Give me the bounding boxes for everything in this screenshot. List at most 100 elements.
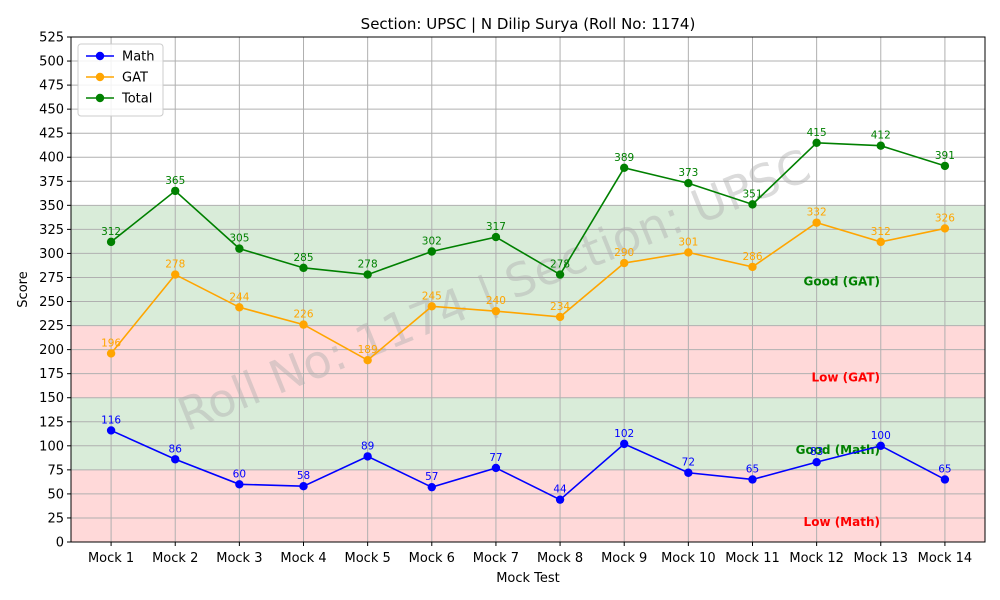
total-point-5 <box>363 270 372 279</box>
total-point-12 <box>812 138 821 148</box>
gat-point-11 <box>748 262 757 272</box>
x-tick-label-7: Mock 8 <box>537 551 583 566</box>
gat-point-6 <box>427 302 436 311</box>
total-point-6 <box>427 247 436 256</box>
band-label-0: Low (Math) <box>804 515 880 529</box>
x-tick-label-2: Mock 3 <box>216 551 262 566</box>
gat-data-label-3: 244 <box>229 291 249 303</box>
math-line <box>110 429 946 501</box>
gat-point-13 <box>876 237 885 247</box>
total-data-label-11: 351 <box>742 188 762 200</box>
plot-frame <box>70 36 986 543</box>
gat-data-label-12: 332 <box>807 207 827 219</box>
x-tick-label-10: Mock 11 <box>725 551 780 566</box>
math-data-label-7: 77 <box>489 452 502 464</box>
x-tick-label-12: Mock 13 <box>854 551 909 566</box>
y-tick-label-8: 200 <box>39 343 64 358</box>
total-line <box>110 141 946 276</box>
y-tick-label-12: 300 <box>39 247 64 262</box>
x-tick-label-11: Mock 12 <box>789 551 844 566</box>
y-tick-label-20: 500 <box>39 55 64 70</box>
y-tick-label-0: 0 <box>56 536 64 551</box>
y-axis-title: Score <box>16 271 31 307</box>
legend-math-marker <box>95 51 105 61</box>
total-data-label-9: 389 <box>614 152 634 164</box>
math-data-label-14: 65 <box>938 463 951 475</box>
gat-data-label-8: 234 <box>550 301 570 313</box>
math-point-5 <box>363 452 372 461</box>
gat-point-14 <box>940 224 950 233</box>
y-tick-label-9: 225 <box>39 319 64 334</box>
y-tick-label-18: 450 <box>39 103 64 118</box>
total-point-8 <box>555 270 565 279</box>
legend-gat-label: GAT <box>122 71 148 86</box>
chart-title: Section: UPSC | N Dilip Surya (Roll No: … <box>361 15 696 33</box>
math-data-label-5: 89 <box>361 440 374 452</box>
math-data-label-6: 57 <box>425 471 438 483</box>
gat-data-label-2: 278 <box>165 259 185 271</box>
gat-point-12 <box>812 218 821 227</box>
gat-point-1 <box>106 349 116 358</box>
math-point-13 <box>876 441 885 451</box>
total-data-label-10: 373 <box>678 167 698 179</box>
math-data-label-8: 44 <box>553 484 567 496</box>
total-data-label-12: 415 <box>807 127 827 139</box>
gat-point-8 <box>555 312 565 322</box>
legend-total-label: Total <box>121 92 152 107</box>
total-point-11 <box>748 200 757 209</box>
total-data-label-8: 278 <box>550 259 570 271</box>
band-0 <box>71 469 985 542</box>
y-tick-label-6: 150 <box>39 391 64 406</box>
gat-point-4 <box>299 320 308 329</box>
gat-point-7 <box>491 306 501 316</box>
math-point-6 <box>427 482 436 492</box>
gat-data-label-9: 290 <box>614 247 634 259</box>
math-point-11 <box>748 475 757 484</box>
y-tick-label-15: 375 <box>39 175 64 190</box>
band-2 <box>71 325 985 398</box>
gat-point-2 <box>171 270 180 279</box>
y-tick-label-11: 275 <box>39 271 64 286</box>
x-tick-label-1: Mock 2 <box>152 551 198 566</box>
band-label-3: Good (GAT) <box>804 274 880 288</box>
math-point-7 <box>491 463 501 473</box>
gat-data-label-14: 326 <box>935 212 955 224</box>
math-point-12 <box>812 457 821 467</box>
y-tick-label-2: 50 <box>47 487 64 502</box>
gat-point-5 <box>363 356 372 365</box>
total-data-label-1: 312 <box>101 226 121 238</box>
x-tick-label-6: Mock 7 <box>473 551 519 566</box>
math-data-label-11: 65 <box>746 463 759 475</box>
y-tick-label-17: 425 <box>39 127 64 142</box>
legend: Math GAT Total <box>77 43 164 117</box>
legend-math-label: Math <box>122 50 155 65</box>
math-data-label-4: 58 <box>297 470 310 482</box>
legend-gat-marker <box>95 72 105 82</box>
x-tick-label-0: Mock 1 <box>88 551 134 566</box>
math-data-label-2: 86 <box>169 443 183 455</box>
math-point-3 <box>235 480 244 489</box>
x-tick-label-9: Mock 10 <box>661 551 716 566</box>
math-data-label-9: 102 <box>614 428 634 440</box>
gat-line <box>110 221 946 362</box>
total-point-4 <box>299 263 308 273</box>
total-point-13 <box>876 141 885 150</box>
data-labels: 116 86 60 58 89 57 77 44 102 72 65 83 100 65 196 278 244… <box>101 127 955 496</box>
math-point-14 <box>940 475 950 484</box>
total-point-14 <box>940 161 950 171</box>
band-label-2: Low (GAT) <box>811 371 880 385</box>
x-tick-label-4: Mock 5 <box>345 551 391 566</box>
math-point-9 <box>620 439 629 449</box>
y-tick-label-16: 400 <box>39 151 64 166</box>
gat-data-label-11: 286 <box>742 251 762 263</box>
x-tick-label-3: Mock 4 <box>280 551 326 566</box>
x-tick-label-8: Mock 9 <box>601 551 647 566</box>
math-point-1 <box>106 426 116 435</box>
y-tick-label-1: 25 <box>47 511 64 526</box>
gat-data-label-10: 301 <box>678 236 698 248</box>
math-data-label-3: 60 <box>233 468 246 480</box>
gat-data-label-6: 245 <box>422 290 442 302</box>
legend-total-marker <box>95 93 105 103</box>
band-3 <box>71 205 985 326</box>
